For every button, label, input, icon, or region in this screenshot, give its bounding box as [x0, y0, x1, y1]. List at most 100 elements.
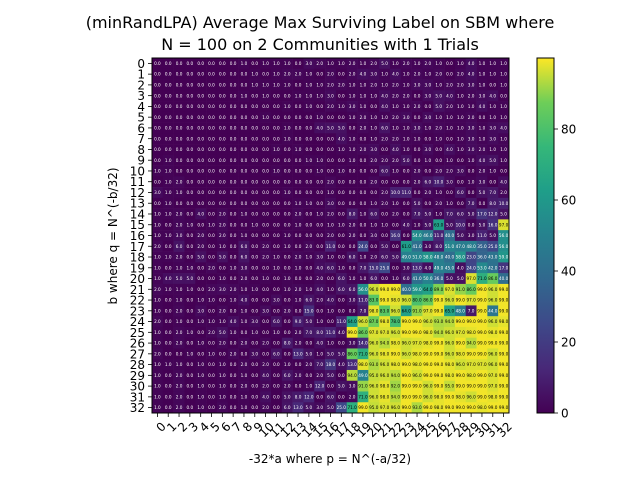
heatmap-cell — [390, 294, 402, 306]
cell-value-label: 0.0 — [295, 126, 302, 131]
cell-value-label: 0.0 — [187, 126, 194, 131]
heatmap-cell — [152, 68, 164, 80]
cell-value-label: 0.0 — [241, 82, 248, 87]
heatmap-cell — [227, 144, 239, 156]
heatmap-cell — [335, 273, 348, 285]
cell-value-label: 2.0 — [176, 179, 183, 184]
heatmap-cell — [216, 133, 229, 145]
heatmap-cell — [314, 58, 326, 70]
heatmap-cell — [325, 326, 337, 338]
cell-value-label: 0.0 — [403, 179, 410, 184]
cell-value-label: 2.0 — [425, 190, 432, 195]
cell-value-label: 5.0 — [489, 158, 496, 163]
cell-value-label: 1.0 — [327, 341, 334, 346]
cell-value-label: 0.0 — [176, 351, 183, 356]
heatmap-cell — [454, 58, 467, 70]
cell-value-label: 1.0 — [457, 61, 464, 66]
heatmap-cell — [238, 219, 250, 231]
heatmap-cell — [368, 90, 380, 102]
heatmap-cell — [227, 283, 239, 295]
cell-value-label: 80.0 — [412, 298, 422, 303]
cell-value-label: 48.0 — [434, 255, 444, 260]
heatmap-cell — [249, 219, 261, 231]
cell-value-label: 5.0 — [187, 276, 194, 281]
heatmap-cell — [379, 251, 391, 263]
heatmap-cell — [487, 133, 499, 145]
cell-value-label: 3.0 — [176, 233, 183, 238]
cell-value-label: 0.0 — [197, 201, 204, 206]
cell-value-label: 56.0 — [499, 244, 509, 249]
cell-value-label: 7.0 — [489, 190, 496, 195]
heatmap-cell — [422, 111, 434, 123]
heatmap-cell — [487, 251, 499, 263]
cell-value-label: 49.0 — [434, 265, 444, 270]
cell-value-label: 0.0 — [165, 308, 172, 313]
heatmap-cell — [368, 165, 380, 177]
heatmap-cell — [303, 68, 315, 80]
cell-value-label: 0.0 — [273, 362, 280, 367]
y-tick-label: 1 — [137, 68, 145, 82]
heatmap-cell — [271, 326, 283, 338]
heatmap-cell — [292, 79, 304, 91]
colorbar — [536, 57, 555, 414]
heatmap-cell — [433, 101, 445, 113]
heatmap-cell — [184, 230, 196, 242]
cell-value-label: 40.0 — [445, 255, 455, 260]
cell-value-label: 0.0 — [187, 384, 194, 389]
cell-value-label: 97.0 — [380, 405, 390, 410]
heatmap-cell — [454, 133, 467, 145]
cell-value-label: 0.0 — [230, 169, 237, 174]
cell-value-label: 1.0 — [295, 265, 302, 270]
colorbar-tick-label: 40 — [561, 265, 576, 279]
cell-value-label: 0.0 — [273, 308, 280, 313]
cell-value-label: 0.0 — [251, 93, 258, 98]
heatmap-cell — [195, 122, 207, 134]
cell-value-label: 96.0 — [488, 298, 498, 303]
cell-value-label: 1.0 — [479, 61, 486, 66]
heatmap-cell — [433, 58, 445, 70]
heatmap-cell — [335, 133, 348, 145]
heatmap-cell — [227, 219, 239, 231]
heatmap-cell — [314, 337, 326, 349]
cell-value-label: 3.0 — [414, 126, 421, 131]
cell-value-label: 96.0 — [380, 362, 390, 367]
cell-value-label: 3.0 — [273, 298, 280, 303]
heatmap-cell — [325, 111, 337, 123]
heatmap-cell — [498, 337, 510, 349]
heatmap-cell — [238, 262, 250, 274]
heatmap-cell — [227, 326, 239, 338]
heatmap-cell — [206, 369, 218, 382]
cell-value-label: 0.0 — [165, 384, 172, 389]
heatmap-cell — [498, 101, 510, 113]
cell-value-label: 0.0 — [208, 212, 215, 217]
heatmap-cell — [411, 154, 423, 166]
heatmap-cell — [476, 101, 488, 113]
heatmap-cell — [335, 122, 348, 134]
cell-value-label: 4.0 — [500, 179, 507, 184]
cell-value-label: 0.0 — [251, 384, 258, 389]
cell-value-label: 99.0 — [347, 330, 357, 335]
heatmap-cell — [162, 251, 174, 263]
heatmap-cell — [216, 111, 229, 123]
cell-value-label: 1.0 — [230, 298, 237, 303]
heatmap-cell — [400, 208, 412, 220]
cell-value-label: 0.0 — [165, 126, 172, 131]
cell-value-label: 99.0 — [466, 319, 476, 324]
cell-value-label: 0.0 — [219, 201, 226, 206]
cell-value-label: 99.0 — [380, 287, 390, 292]
cell-value-label: 0.0 — [306, 190, 313, 195]
heatmap-cell — [206, 359, 218, 371]
heatmap-cell — [390, 230, 402, 242]
heatmap-cell — [216, 208, 229, 220]
heatmap-cell — [400, 348, 412, 360]
heatmap-cell — [368, 230, 380, 242]
heatmap-cell — [184, 273, 196, 285]
heatmap-cell — [303, 58, 315, 70]
heatmap-cell — [314, 369, 326, 382]
heatmap-cell — [195, 262, 207, 274]
heatmap-cell — [195, 208, 207, 220]
cell-value-label: 2.0 — [176, 308, 183, 313]
cell-value-label: 0.0 — [306, 233, 313, 238]
heatmap-cell — [498, 122, 510, 134]
cell-value-label: 6.0 — [381, 126, 388, 131]
